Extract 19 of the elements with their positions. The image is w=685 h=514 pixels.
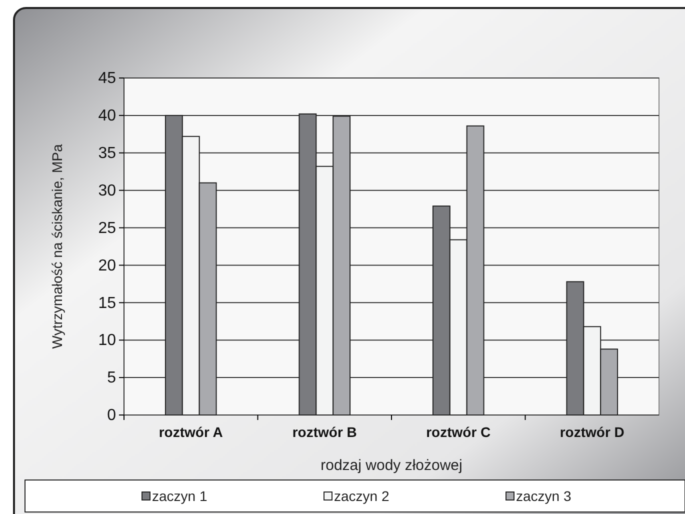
y-axis-title: Wytrzymałość na ściskanie, MPa <box>49 144 65 349</box>
y-tick-label: 35 <box>98 145 116 162</box>
x-tick-label: roztwór C <box>426 424 491 440</box>
x-tick-label: roztwór B <box>292 424 357 440</box>
y-tick-label: 45 <box>98 70 116 88</box>
x-axis-title: rodzaj wody złożowej <box>320 457 462 474</box>
y-tick-label: 10 <box>98 332 116 350</box>
x-tick-label: roztwór D <box>560 424 624 440</box>
y-tick-label: 0 <box>107 407 116 424</box>
y-tick-label: 25 <box>98 220 116 237</box>
legend-label: zaczyn 2 <box>334 488 390 504</box>
y-tick-label: 5 <box>107 370 116 387</box>
x-tick-label: roztwór A <box>158 424 223 440</box>
legend-label: zaczyn 3 <box>516 488 572 504</box>
y-tick-label: 15 <box>98 294 116 312</box>
legend-label: zaczyn 1 <box>152 488 208 504</box>
y-tick-label: 20 <box>98 257 116 274</box>
y-tick-label: 40 <box>98 108 116 125</box>
y-tick-label: 30 <box>98 182 116 200</box>
